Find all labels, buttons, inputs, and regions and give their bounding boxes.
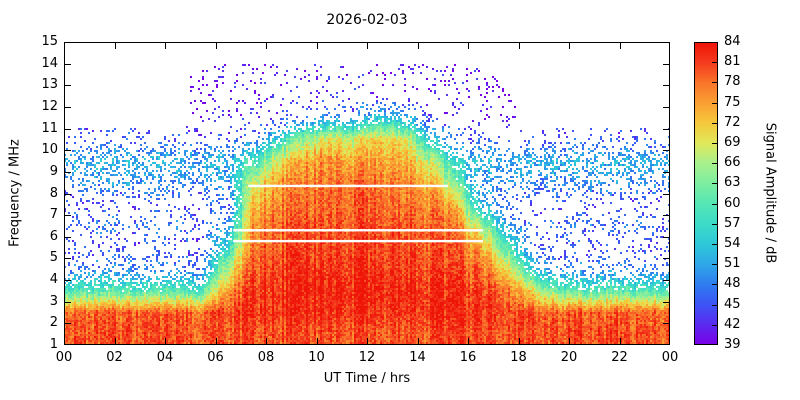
colorbar-canvas	[694, 42, 718, 345]
colorbar-tick-label: 42	[724, 317, 741, 333]
spectrogram-figure: 2026-02-03 Frequency / MHz 1 2 3 4 5 6 7 8 9 10 11…	[0, 0, 800, 400]
y-tick-label: 12	[20, 99, 58, 115]
chart-title: 2026-02-03	[326, 12, 407, 28]
y-tick-label: 6	[20, 229, 58, 245]
y-tick-label: 5	[20, 250, 58, 266]
x-tick-label: 04	[157, 350, 174, 366]
colorbar-tick-label: 54	[724, 236, 741, 252]
y-tick-label: 15	[20, 34, 58, 50]
colorbar-tick-label: 51	[724, 256, 741, 272]
x-tick-label: 06	[207, 350, 224, 366]
y-tick-label: 1	[20, 337, 58, 353]
x-tick-label: 16	[460, 350, 477, 366]
heatmap-plot-canvas	[64, 42, 670, 345]
y-tick-label: 3	[20, 294, 58, 310]
y-tick-label: 4	[20, 272, 58, 288]
colorbar-tick-label: 72	[724, 115, 741, 131]
y-tick-label: 13	[20, 77, 58, 93]
colorbar-tick-label: 48	[724, 276, 741, 292]
x-axis-label: UT Time / hrs	[324, 371, 410, 386]
colorbar-tick-label: 75	[724, 95, 741, 111]
colorbar-tick-label: 63	[724, 175, 741, 191]
colorbar-tick-label: 78	[724, 74, 741, 90]
colorbar-tick-label: 57	[724, 216, 741, 232]
x-tick-label: 08	[258, 350, 275, 366]
x-tick-label: 14	[409, 350, 426, 366]
colorbar-tick-label: 69	[724, 135, 741, 151]
y-tick-label: 8	[20, 186, 58, 202]
x-tick-label: 22	[611, 350, 628, 366]
x-tick-label: 18	[510, 350, 527, 366]
y-tick-label: 2	[20, 315, 58, 331]
y-tick-label: 14	[20, 56, 58, 72]
colorbar-label: Signal Amplitude / dB	[763, 123, 778, 264]
colorbar-tick-label: 45	[724, 297, 741, 313]
x-tick-label: 00	[56, 350, 73, 366]
x-tick-label: 20	[561, 350, 578, 366]
y-tick-label: 7	[20, 207, 58, 223]
colorbar-tick-label: 81	[724, 54, 741, 70]
x-tick-label: 02	[106, 350, 123, 366]
y-tick-label: 9	[20, 164, 58, 180]
y-tick-label: 10	[20, 142, 58, 158]
colorbar-tick-label: 60	[724, 196, 741, 212]
colorbar-tick-label: 39	[724, 337, 741, 353]
x-tick-label: 12	[359, 350, 376, 366]
y-tick-label: 11	[20, 121, 58, 137]
colorbar-tick-label: 84	[724, 34, 741, 50]
x-tick-label: 10	[308, 350, 325, 366]
colorbar-tick-label: 66	[724, 155, 741, 171]
x-tick-label: 00	[662, 350, 679, 366]
